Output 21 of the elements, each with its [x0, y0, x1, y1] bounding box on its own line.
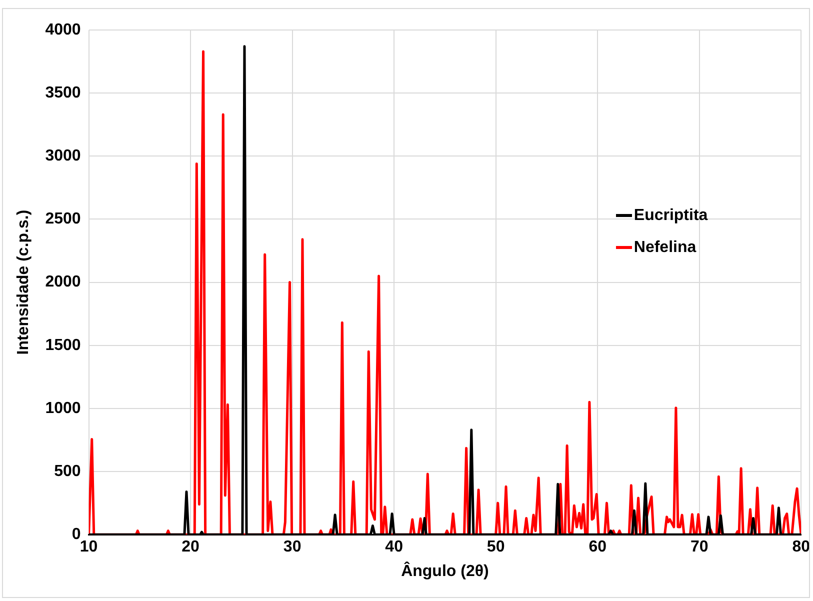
x-tick-label: 60: [588, 538, 607, 556]
legend-label: Eucriptita: [634, 206, 708, 225]
x-tick-label: 20: [182, 538, 200, 556]
x-tick-label: 10: [80, 538, 98, 556]
x-axis-title: Ângulo (2θ): [401, 560, 489, 580]
x-tick-label: 80: [792, 538, 810, 556]
x-tick-label: 30: [283, 538, 302, 556]
x-tick-label: 50: [486, 538, 505, 556]
y-tick-label: 4000: [45, 21, 81, 38]
y-tick-label: 2500: [45, 210, 81, 228]
y-tick-label: 500: [54, 462, 81, 480]
y-tick-label: 1000: [45, 400, 81, 417]
y-tick-label: 2000: [45, 274, 81, 291]
y-tick-label: 0: [72, 526, 81, 544]
x-tick-label: 70: [690, 538, 708, 556]
y-tick-label: 3000: [45, 148, 81, 165]
y-axis-title: Intensidade (c.p.s.): [15, 210, 32, 355]
y-tick-label: 1500: [45, 336, 81, 354]
y-tick-label: 3500: [45, 84, 81, 102]
legend-label: Nefelina: [634, 238, 696, 257]
x-tick-label: 40: [385, 538, 404, 556]
